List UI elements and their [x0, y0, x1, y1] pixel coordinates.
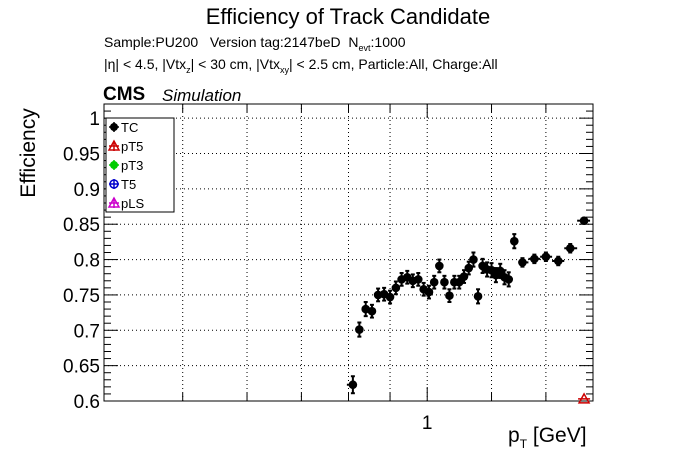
- data-point: [518, 258, 527, 267]
- y-tick-label: 0.6: [74, 392, 100, 413]
- legend-marker: [110, 123, 118, 131]
- legend-label: pT5: [121, 139, 143, 154]
- legend-marker: [109, 179, 119, 189]
- data-point: [464, 263, 474, 273]
- legend-label: pLS: [121, 196, 144, 211]
- data-point: [440, 277, 449, 287]
- legend-label: T5: [121, 177, 136, 192]
- data-point: [435, 261, 444, 271]
- data-point: [509, 236, 519, 246]
- y-tick-label: 0.7: [74, 321, 100, 342]
- selection-sub-xy: xy: [279, 65, 289, 75]
- sample-info-line: Sample:PU200 Version tag:2147beD Nevt:10…: [104, 34, 406, 53]
- data-point: [530, 254, 539, 264]
- sample-text: Sample:PU200: [104, 34, 199, 50]
- nevt-symbol: N: [348, 34, 359, 50]
- selection-part-a: |η| < 4.5, |Vtx: [104, 56, 187, 72]
- data-point: [504, 275, 514, 284]
- y-tick-label: 0.75: [63, 286, 100, 307]
- selection-part-b: | < 30 cm, |Vtx: [190, 56, 280, 72]
- data-point: [454, 277, 464, 287]
- x-axis-label: pT [GeV]: [508, 424, 587, 451]
- data-point: [413, 275, 423, 284]
- data-point: [424, 287, 434, 297]
- y-tick-label: 0.9: [74, 180, 100, 201]
- version-text: Version tag:2147beD: [209, 34, 341, 50]
- x-axis-unit: [GeV]: [527, 424, 587, 447]
- data-point: [469, 255, 478, 264]
- nevt-subscript: evt: [358, 43, 371, 53]
- data-point: [553, 256, 563, 266]
- simulation-label: Simulation: [162, 86, 242, 105]
- data-point: [367, 306, 377, 316]
- selection-part-c: | < 2.5 cm, Particle:All, Charge:All: [288, 56, 498, 72]
- y-tick-label: 0.65: [63, 357, 100, 378]
- x-axis-symbol: p: [508, 424, 520, 447]
- y-tick-label: 0.85: [63, 215, 100, 236]
- data-point: [577, 392, 591, 404]
- data-point: [579, 216, 589, 225]
- data-point: [391, 283, 401, 293]
- data-point: [355, 325, 364, 334]
- data-point: [429, 277, 439, 287]
- legend-marker: [107, 139, 121, 151]
- data-point: [473, 292, 483, 301]
- data-point: [445, 291, 454, 300]
- data-point: [459, 272, 469, 281]
- legend-marker: [110, 161, 118, 169]
- x-axis-subscript: T: [519, 437, 528, 451]
- chart-title: Efficiency of Track Candidate: [205, 4, 491, 29]
- legend-label: TC: [121, 120, 138, 135]
- y-tick-label: 0.8: [74, 251, 100, 272]
- selection-info-line: |η| < 4.5, |Vtxz| < 30 cm, |Vtxxy| < 2.5…: [104, 56, 498, 75]
- legend-label: pT3: [121, 158, 143, 173]
- legend-marker: [107, 196, 121, 208]
- y-tick-label: 1: [89, 109, 100, 130]
- data-point: [385, 292, 395, 302]
- x-tick-label: 1: [422, 413, 433, 434]
- cms-label: CMS: [103, 84, 146, 105]
- y-tick-label: 0.95: [63, 145, 100, 166]
- data-point: [495, 266, 505, 276]
- data-point: [541, 252, 551, 262]
- nevt-value: :1000: [370, 34, 406, 50]
- selection-sub-z: z: [186, 65, 191, 75]
- data-point: [348, 380, 358, 390]
- data-point: [565, 243, 575, 253]
